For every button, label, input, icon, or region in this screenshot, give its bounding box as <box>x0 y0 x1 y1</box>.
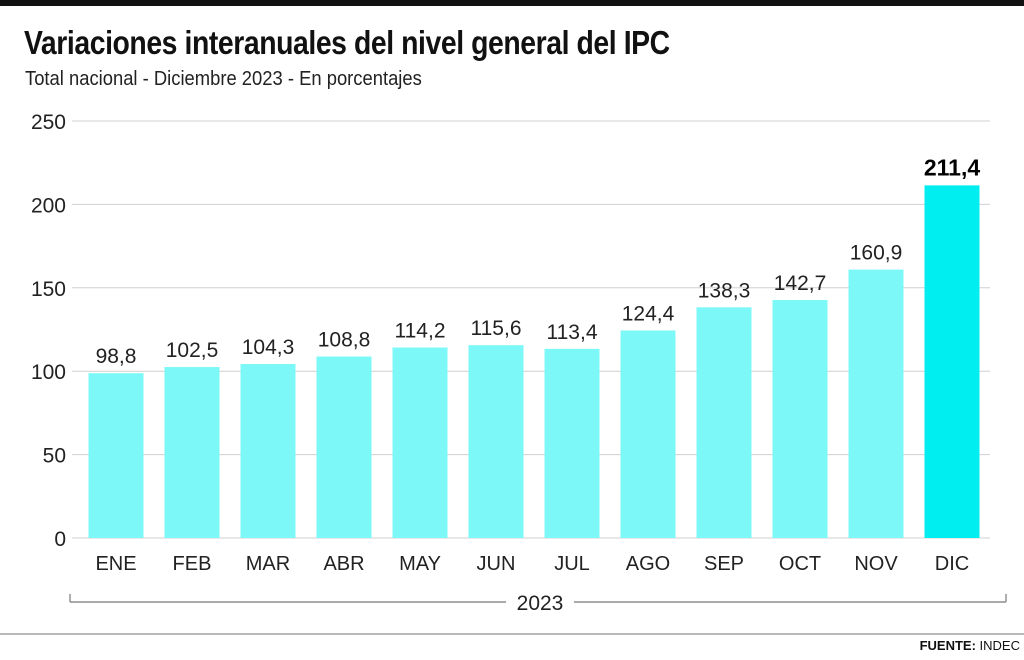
x-tick-label: FEB <box>173 553 212 575</box>
bar-value-label: 102,5 <box>166 339 219 362</box>
bar-dic <box>924 185 980 538</box>
bar-abr <box>316 356 372 538</box>
source-label: FUENTE: <box>919 638 976 653</box>
bar-value-label: 108,8 <box>318 329 371 352</box>
chart-subtitle: Total nacional - Diciembre 2023 - En por… <box>25 68 422 90</box>
chart-title: Variaciones interanuales del nivel gener… <box>24 24 670 61</box>
x-tick-label: DIC <box>935 553 969 575</box>
source-value: INDEC <box>979 638 1020 653</box>
bar-value-label: 115,6 <box>471 317 522 340</box>
x-tick-label: OCT <box>779 553 821 575</box>
bar-value-label: 211,4 <box>924 154 980 180</box>
y-tick-label: 150 <box>31 278 66 301</box>
x-tick-label: ENE <box>95 553 136 575</box>
x-tick-label: JUN <box>477 553 516 575</box>
y-tick-label: 200 <box>31 194 66 217</box>
y-tick-label: 0 <box>54 528 66 551</box>
bar-value-label: 124,4 <box>622 303 675 326</box>
bar-ago <box>620 330 676 538</box>
bar-jul <box>544 348 600 538</box>
x-tick-label: ABR <box>323 553 364 575</box>
bar-sep <box>696 307 752 538</box>
bar-mar <box>240 364 296 538</box>
bar-value-label: 138,3 <box>698 279 751 302</box>
bar-value-label: 113,4 <box>547 321 598 344</box>
bar-ene <box>88 373 144 538</box>
group-label-year: 2023 <box>517 592 564 615</box>
bar-nov <box>848 269 904 538</box>
bottom-rule <box>0 633 1024 635</box>
bar-jun <box>468 345 524 538</box>
x-tick-label: MAR <box>246 553 290 575</box>
y-tick-label: 50 <box>43 445 66 468</box>
y-tick-label: 250 <box>31 111 66 134</box>
bar-feb <box>164 367 220 538</box>
bar-value-label: 104,3 <box>242 336 295 359</box>
bar-value-label: 98,8 <box>96 345 137 368</box>
x-tick-label: SEP <box>704 553 744 575</box>
x-tick-label: NOV <box>854 553 898 575</box>
bar-chart: 0 50 100 150 200 250 98,8 ENE 102,5 FEB 104,3 MAR 10… <box>31 111 1007 615</box>
bar-may <box>392 347 448 538</box>
x-tick-label: MAY <box>399 553 441 575</box>
x-tick-label: JUL <box>554 553 590 575</box>
bar-oct <box>772 299 828 538</box>
source-credit: FUENTE: INDEC <box>920 638 1020 653</box>
y-tick-label: 100 <box>31 361 66 384</box>
bar-value-label: 114,2 <box>395 320 446 343</box>
bar-value-label: 142,7 <box>774 272 827 295</box>
top-rule <box>0 0 1024 6</box>
bar-value-label: 160,9 <box>850 242 903 265</box>
x-tick-label: AGO <box>626 553 670 575</box>
